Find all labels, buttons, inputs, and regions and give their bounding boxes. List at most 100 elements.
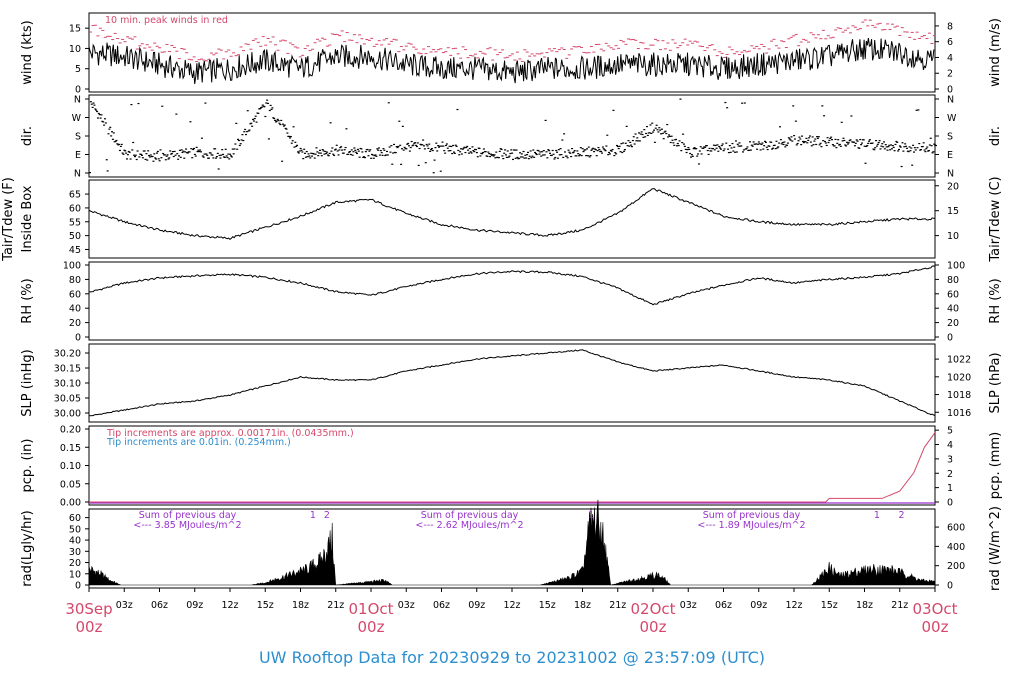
ytick-left-label: 55 — [69, 217, 81, 228]
xtick-hour-label: 06z — [715, 600, 732, 611]
xtick-hour-label: 21z — [609, 600, 626, 611]
ytick-left-label: N — [74, 169, 81, 180]
pcp-series: 0.00 0.05 0.10 0.15 0.20 0 1 2 3 4 5 Tip increments… — [60, 425, 953, 509]
xtick-hour-label: 09z — [186, 600, 203, 611]
ytick-left-label: 40 — [69, 304, 81, 315]
xtick-day-label: 03Oct — [912, 600, 957, 618]
rh-series: 0 20 40 60 80 100 0 20 40 60 80 100 — [63, 261, 965, 344]
ytick-right-label: 400 — [947, 542, 965, 553]
ylabel-left: Tair/Tdew (F) — [1, 177, 16, 262]
panel-pcp: pcp. (in) pcp. (mm) — [20, 425, 1003, 506]
wind-series: 0 5 10 15 0 2 4 6 8 10 min. peak winds in red — [69, 15, 953, 96]
xtick-day-hour-label: 00z — [640, 618, 667, 636]
ytick-right-label: 0 — [947, 85, 953, 96]
panel-rad: rad(Lgly/hr) rad (W/m^2) — [20, 506, 1003, 591]
ytick-right-label: 3 — [947, 454, 953, 465]
ytick-right-label: 600 — [947, 523, 965, 534]
temp-series: 45 50 55 60 65 10 15 20 — [69, 181, 959, 256]
ytick-left-label: 30 — [69, 547, 81, 558]
ylabel-right: pcp. (mm) — [988, 432, 1003, 499]
rad-marker: 1 — [310, 510, 316, 521]
xtick-hour-label: 06z — [151, 600, 168, 611]
xtick-hour-label: 18z — [856, 600, 873, 611]
slp-line — [89, 349, 936, 417]
ytick-left-label: 50 — [69, 524, 81, 535]
ytick-left-label: 60 — [69, 203, 81, 214]
ylabel-right: rad (W/m^2) — [988, 506, 1003, 591]
temp-line — [88, 188, 936, 241]
ytick-right-label: 10 — [947, 231, 959, 242]
slp-series: 30.00 30.05 30.10 30.15 30.20 1016 1018 1020 102… — [54, 349, 971, 420]
ytick-left-label: 50 — [69, 231, 81, 242]
ytick-left-label: 100 — [63, 261, 81, 272]
xtick-hour-label: 12z — [221, 600, 238, 611]
ytick-right-label: 5 — [947, 426, 953, 437]
wind-speed-line — [88, 38, 935, 85]
ylabel-left: dir. — [20, 126, 35, 146]
xtick-hour-label: 15z — [539, 600, 556, 611]
dir-series: N NE ES SW WN N — [72, 95, 957, 180]
rad-sum-value: <--- 3.85 MJoules/m^2 — [133, 520, 241, 531]
xtick-day-hour-label: 00z — [76, 618, 103, 636]
ytick-right-label: 200 — [947, 561, 965, 572]
ytick-right-label: 60 — [947, 289, 959, 300]
rad-sum-label: Sum of previous day — [703, 510, 801, 521]
rad-sum-label: Sum of previous day — [421, 510, 519, 521]
ytick-left-label: 45 — [69, 245, 81, 256]
ytick-left-label: 60 — [69, 289, 81, 300]
panel-rh: RH (%) RH (%) — [20, 261, 1003, 341]
xtick-day-label: 01Oct — [348, 600, 393, 618]
xtick-hour-label: 21z — [891, 600, 908, 611]
ylabel-left: wind (kts) — [20, 20, 35, 84]
ytick-right-label: N — [947, 169, 954, 180]
ytick-left-label: 60 — [69, 513, 81, 524]
ylabel-right: dir. — [988, 126, 1003, 146]
ylabel-left: RH (%) — [20, 278, 35, 323]
xtick-day-hour-label: 00z — [358, 618, 385, 636]
xtick-hour-label: 18z — [292, 600, 309, 611]
xtick-day-label: 02Oct — [630, 600, 675, 618]
ytick-right-label: 2 — [947, 469, 953, 480]
ytick-left-label: 20 — [69, 318, 81, 329]
ytick-left-label: 40 — [69, 536, 81, 547]
ytick-left-label: 15 — [69, 24, 81, 35]
rad-sum-value: <--- 1.89 MJoules/m^2 — [697, 520, 805, 531]
ytick-right-label: S — [947, 132, 953, 143]
ylabel-right: RH (%) — [988, 278, 1003, 323]
ytick-right-label: 15 — [947, 206, 959, 217]
tip-note-2: Tip increments are 0.01in. (0.254mm.) — [106, 437, 291, 448]
panel-frame — [88, 261, 936, 341]
ytick-right-label: 1016 — [947, 408, 971, 419]
rad-marker: 1 — [588, 510, 594, 521]
ytick-left-label: N — [74, 95, 81, 106]
ytick-left-label: 0 — [75, 333, 81, 344]
ytick-right-label: 1022 — [947, 355, 971, 366]
ytick-left-label: 65 — [69, 190, 81, 201]
ytick-left-label: 10 — [69, 569, 81, 580]
xtick-hour-label: 18z — [574, 600, 591, 611]
panel-dir: dir. dir. — [20, 94, 1003, 178]
ytick-right-label: 4 — [947, 53, 953, 64]
ytick-right-label: 2 — [947, 69, 953, 80]
xtick-day-hour-label: 00z — [922, 618, 949, 636]
rad-sum-value: <--- 2.62 MJoules/m^2 — [415, 520, 523, 531]
rh-line — [89, 265, 936, 306]
rad-marker: 2 — [898, 510, 904, 521]
ylabel-left-2: Inside Box — [20, 185, 35, 252]
panel-wind: wind (kts) wind (m/s) — [20, 12, 1003, 93]
rad-marker: 2 — [324, 510, 330, 521]
ytick-right-label: 4 — [947, 440, 953, 451]
ytick-right-label: 0 — [947, 498, 953, 509]
xtick-hour-label: 03z — [398, 600, 415, 611]
ytick-left-label: 30.00 — [54, 409, 81, 420]
ytick-left-label: 5 — [75, 64, 81, 75]
rad-area — [88, 499, 936, 586]
ytick-left-label: 0.00 — [60, 498, 81, 509]
panel-slp: SLP (inHg) SLP (hPa) — [20, 343, 1003, 423]
ylabel-right: wind (m/s) — [988, 18, 1003, 87]
ytick-right-label: 20 — [947, 181, 959, 192]
panel-frame — [88, 179, 936, 259]
panel-tairtdew: Tair/Tdew (F) Inside Box Tair/Tdew (C) — [1, 176, 1003, 262]
